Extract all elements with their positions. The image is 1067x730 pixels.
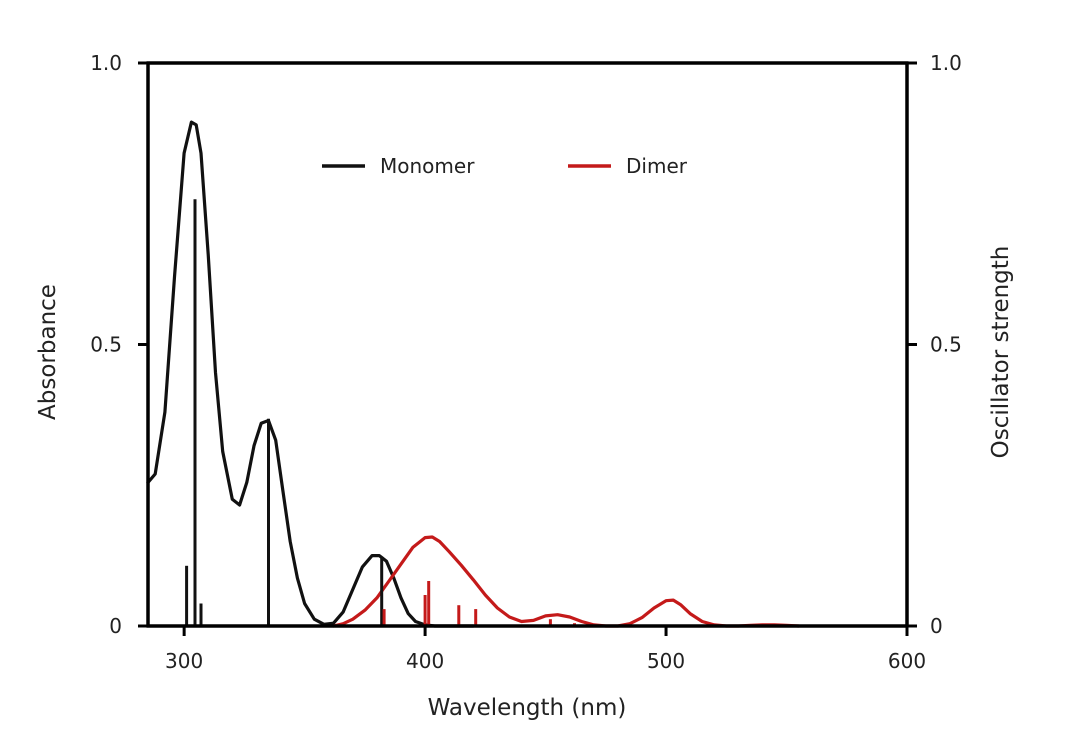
series-line-monomer [146,120,475,628]
series-line-dimer [331,535,801,628]
legend-label-dimer: Dimer [626,154,688,178]
y2-tick-label: 1.0 [930,51,962,75]
x-tick-label: 300 [165,649,203,673]
spectrum-curves [146,120,801,628]
y-tick-label: 0.5 [90,333,122,357]
y2-tick-label: 0 [930,614,943,638]
x-axis-title: Wavelength (nm) [428,695,627,721]
legend-label-monomer: Monomer [380,154,475,178]
chart-axes [146,61,909,628]
y2-axis-title: Oscillator strength [988,246,1014,459]
chart-legend: Monomer Dimer [322,154,688,178]
x-tick-label: 400 [406,649,444,673]
y2-tick-label: 0.5 [930,333,962,357]
oscillator-sticks [185,199,576,626]
y-tick-label: 0 [109,614,122,638]
x-tick-label: 600 [888,649,926,673]
y-axis-title: Absorbance [35,284,61,420]
x-tick-label: 500 [647,649,685,673]
y-tick-label: 1.0 [90,51,122,75]
